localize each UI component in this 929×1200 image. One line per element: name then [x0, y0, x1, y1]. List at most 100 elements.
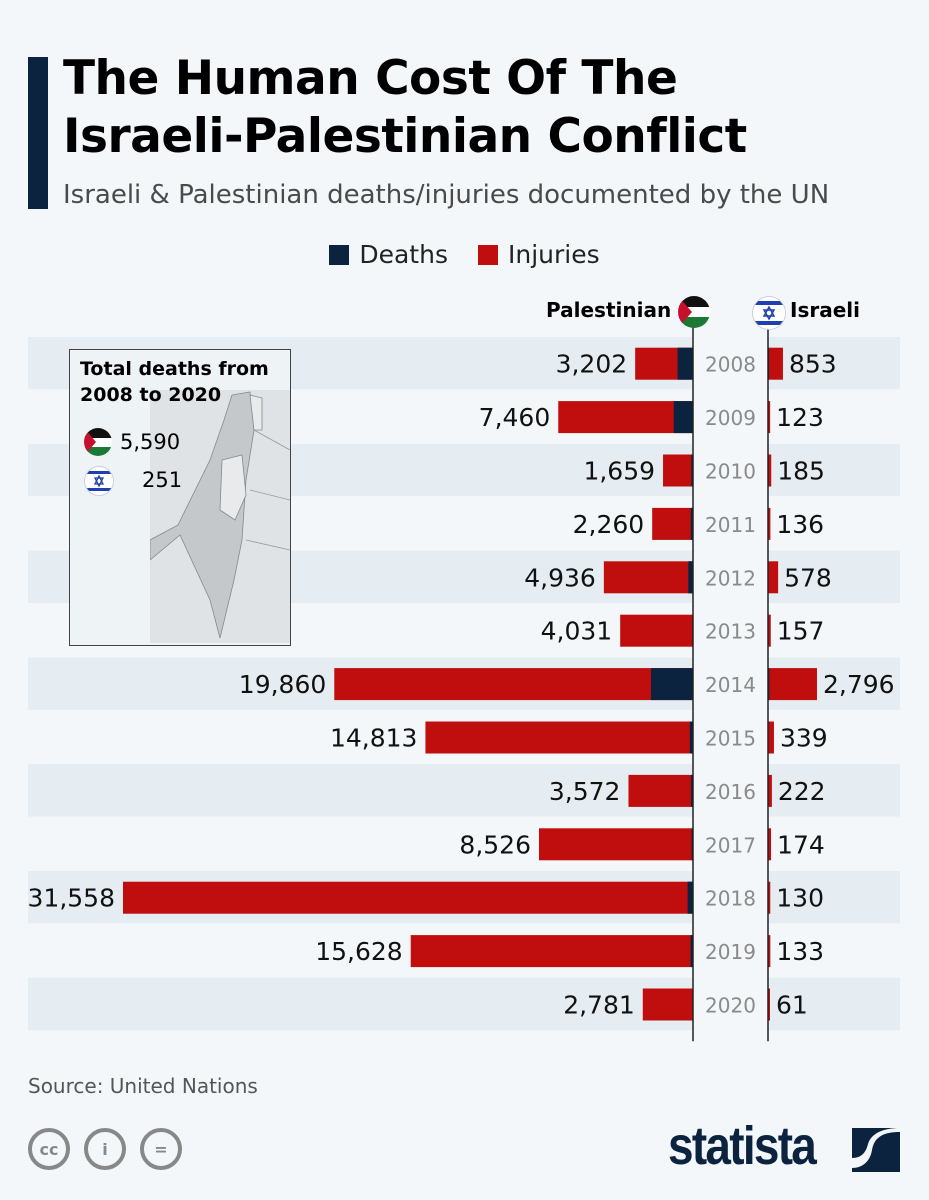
attribution-icon[interactable]: i — [84, 1128, 126, 1170]
israeli-value-label: 853 — [789, 350, 837, 379]
year-label: 2014 — [705, 673, 756, 697]
year-label: 2015 — [705, 727, 756, 751]
palestinian-injuries-bar — [663, 454, 693, 487]
israeli-value-label: 578 — [784, 563, 832, 592]
israeli-injuries-bar — [768, 401, 771, 434]
year-label: 2017 — [705, 833, 756, 857]
year-cell — [693, 764, 768, 818]
legend: Deaths Injuries — [0, 240, 929, 269]
palestinian-injuries-bar — [620, 614, 693, 647]
israeli-injuries-bar — [768, 881, 771, 914]
palestinian-deaths-bar — [687, 881, 693, 914]
creative-commons-icon[interactable]: cc — [28, 1128, 70, 1170]
legend-label: Injuries — [507, 240, 600, 269]
chart-subtitle: Israeli & Palestinian deaths/injuries do… — [63, 180, 830, 210]
palestinian-value-label: 3,202 — [556, 350, 628, 379]
palestinian-injuries-bar — [410, 935, 693, 968]
year-cell — [693, 871, 768, 925]
palestinian-value-label: 2,260 — [573, 510, 645, 539]
israeli-injuries-bar — [768, 668, 817, 701]
palestinian-deaths-bar — [690, 507, 693, 540]
palestinian-deaths-bar — [688, 561, 693, 594]
palestinian-value-label: 14,813 — [330, 724, 417, 753]
palestinian-header: Palestinian — [546, 298, 672, 322]
palestinian-value-label: 8,526 — [459, 830, 531, 859]
palestinian-injuries-bar — [652, 507, 693, 540]
palestinian-total-deaths: 5,590 — [120, 430, 181, 454]
israeli-injuries-bar — [768, 988, 770, 1021]
palestine-flag-icon — [84, 428, 112, 456]
israeli-injuries-bar — [768, 721, 774, 754]
legend-item-injuries: Injuries — [477, 240, 600, 269]
statista-logo-mark-icon — [852, 1128, 900, 1172]
chart-title: The Human Cost Of The Israeli-Palestinia… — [63, 50, 747, 166]
palestinian-deaths-bar — [691, 774, 693, 807]
israeli-value-label: 185 — [777, 457, 825, 486]
palestinian-injuries-bar — [558, 401, 693, 434]
israeli-value-label: 136 — [776, 510, 824, 539]
palestinian-value-label: 7,460 — [479, 403, 551, 432]
israel-flag-icon — [84, 466, 114, 496]
palestinian-value-label: 4,031 — [541, 617, 613, 646]
israeli-value-label: 130 — [776, 884, 824, 913]
year-label: 2018 — [705, 887, 756, 911]
palestinian-value-label: 15,628 — [315, 937, 402, 966]
total-deaths-inset: Total deaths from 2008 to 2020 5,590 251 — [69, 349, 291, 646]
palestinian-injuries-bar — [123, 881, 693, 914]
year-cell — [693, 604, 768, 658]
israeli-injuries-bar — [768, 347, 783, 380]
source-note: Source: United Nations — [28, 1074, 258, 1098]
title-accent-bar — [28, 57, 48, 209]
palestinian-injuries-bar — [334, 668, 693, 701]
israeli-value-label: 174 — [777, 830, 825, 859]
inset-title: Total deaths from 2008 to 2020 — [80, 356, 269, 408]
palestinian-injuries-bar — [603, 561, 693, 594]
israeli-injuries-bar — [768, 454, 772, 487]
israeli-injuries-bar — [768, 774, 772, 807]
map-image — [150, 390, 290, 643]
palestinian-value-label: 31,558 — [28, 884, 115, 913]
year-label: 2012 — [705, 566, 756, 590]
palestinian-injuries-bar — [539, 828, 693, 861]
inset-title-line: 2008 to 2020 — [80, 384, 222, 406]
title-line-2: Israeli-Palestinian Conflict — [63, 109, 747, 164]
statista-logo[interactable]: statista — [668, 1116, 817, 1176]
year-label: 2011 — [705, 513, 756, 537]
no-derivatives-icon[interactable]: = — [140, 1128, 182, 1170]
year-cell — [693, 924, 768, 978]
palestinian-deaths-bar — [689, 721, 693, 754]
legend-label: Deaths — [359, 240, 448, 269]
palestinian-injuries-bar — [628, 774, 693, 807]
israeli-total-deaths: 251 — [142, 468, 183, 492]
israeli-value-label: 339 — [780, 724, 828, 753]
palestinian-deaths-bar — [677, 347, 693, 380]
palestinian-injuries-bar — [425, 721, 693, 754]
year-cell — [693, 977, 768, 1032]
palestinian-value-label: 4,936 — [524, 563, 596, 592]
israeli-value-label: 222 — [778, 777, 826, 806]
palestinian-deaths-bar — [650, 668, 693, 701]
year-cell — [693, 443, 768, 498]
palestinian-deaths-bar — [691, 454, 693, 487]
year-label: 2013 — [705, 620, 756, 644]
palestinian-value-label: 2,781 — [563, 991, 635, 1020]
israeli-injuries-bar — [768, 828, 772, 861]
year-cell — [693, 390, 768, 444]
palestinian-deaths-bar — [690, 935, 693, 968]
year-label: 2019 — [705, 940, 756, 964]
year-cell — [693, 337, 768, 391]
israeli-value-label: 157 — [777, 617, 825, 646]
year-cell — [693, 497, 768, 551]
year-label: 2010 — [705, 460, 756, 484]
israel-flag-icon — [752, 296, 786, 330]
israeli-injuries-bar — [768, 614, 771, 647]
legend-item-deaths: Deaths — [329, 240, 448, 269]
year-label: 2009 — [705, 406, 756, 430]
israeli-header: Israeli — [790, 298, 860, 322]
year-cell — [693, 657, 768, 711]
palestine-flag-icon — [678, 296, 710, 328]
israeli-value-label: 123 — [776, 403, 824, 432]
palestinian-deaths-bar — [673, 401, 693, 434]
year-label: 2020 — [705, 994, 756, 1018]
inset-title-line: Total deaths from — [80, 358, 269, 380]
